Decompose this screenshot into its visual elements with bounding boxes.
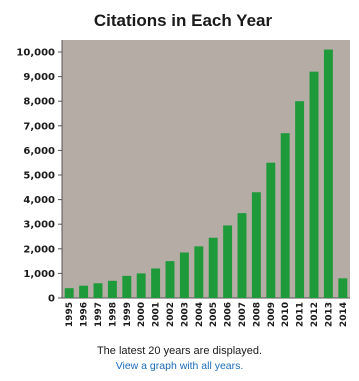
bar-2011 bbox=[295, 101, 305, 298]
x-tick-label-1999: 1999 bbox=[123, 302, 133, 327]
y-tick-label: 4,000 bbox=[23, 195, 55, 206]
y-tick-label: 8,000 bbox=[23, 97, 55, 108]
bar-2009 bbox=[266, 162, 276, 298]
y-tick-label: 6,000 bbox=[23, 146, 55, 157]
x-tick-label-2011: 2011 bbox=[296, 302, 306, 327]
bar-1995 bbox=[64, 288, 74, 298]
bar-2008 bbox=[251, 192, 261, 298]
bar-1996 bbox=[79, 285, 89, 298]
y-tick-label: 3,000 bbox=[23, 220, 55, 231]
y-tick-label: 2,000 bbox=[23, 244, 55, 255]
bar-2012 bbox=[309, 71, 319, 299]
x-tick-label-2008: 2008 bbox=[252, 302, 262, 327]
bar-2005 bbox=[208, 237, 218, 298]
bar-2004 bbox=[194, 246, 204, 298]
y-tick-label: 9,000 bbox=[23, 72, 55, 83]
bar-2001 bbox=[151, 268, 161, 298]
x-tick-label-1997: 1997 bbox=[94, 302, 104, 327]
x-tick-label-1996: 1996 bbox=[80, 302, 90, 327]
x-tick-label-2004: 2004 bbox=[195, 302, 205, 327]
x-tick-label-2014: 2014 bbox=[339, 302, 349, 327]
x-tick-label-1995: 1995 bbox=[65, 302, 75, 327]
bar-1997 bbox=[93, 283, 103, 298]
y-axis-ticks: 0 1,000 2,000 3,000 4,000 5,000 6,000 7,000 8,00… bbox=[16, 48, 62, 305]
footnote-text: The latest 20 years are displayed. bbox=[96, 345, 263, 357]
x-tick-label-2001: 2001 bbox=[152, 302, 162, 327]
bar-2002 bbox=[165, 261, 175, 298]
y-tick-label: 5,000 bbox=[23, 171, 55, 182]
x-tick-label-1998: 1998 bbox=[108, 302, 118, 327]
y-tick-label: 7,000 bbox=[23, 121, 55, 132]
x-tick-label-2006: 2006 bbox=[224, 302, 234, 327]
x-tick-label-2013: 2013 bbox=[324, 302, 334, 327]
y-tick-label: 0 bbox=[48, 294, 55, 305]
plot-area bbox=[62, 40, 350, 298]
y-tick-label: 10,000 bbox=[16, 48, 55, 59]
bar-2003 bbox=[179, 252, 189, 298]
x-axis-ticks: 1995 1996 1997 1998 1999 2000 2001 2002 2003 2004… bbox=[65, 302, 349, 327]
bar-1998 bbox=[107, 280, 117, 298]
bar-2006 bbox=[223, 225, 233, 298]
bar-1999 bbox=[122, 275, 132, 298]
x-tick-label-2012: 2012 bbox=[310, 302, 320, 327]
x-tick-label-2009: 2009 bbox=[267, 302, 277, 327]
view-all-years-link[interactable]: View a graph with all years. bbox=[115, 360, 244, 372]
y-tick-label: 1,000 bbox=[23, 269, 55, 280]
x-tick-label-2007: 2007 bbox=[238, 302, 248, 327]
bars bbox=[64, 49, 348, 299]
x-tick-label-2003: 2003 bbox=[180, 302, 190, 327]
bar-2000 bbox=[136, 273, 146, 298]
chart-title: Citations in Each Year bbox=[94, 11, 273, 30]
x-tick-label-2005: 2005 bbox=[209, 302, 219, 327]
bar-2007 bbox=[237, 213, 247, 298]
bar-2010 bbox=[280, 133, 290, 298]
x-tick-label-2002: 2002 bbox=[166, 302, 176, 327]
x-tick-label-2010: 2010 bbox=[281, 302, 291, 327]
bar-2013 bbox=[323, 49, 333, 298]
x-tick-label-2000: 2000 bbox=[137, 302, 147, 327]
bar-2014 bbox=[338, 278, 348, 298]
